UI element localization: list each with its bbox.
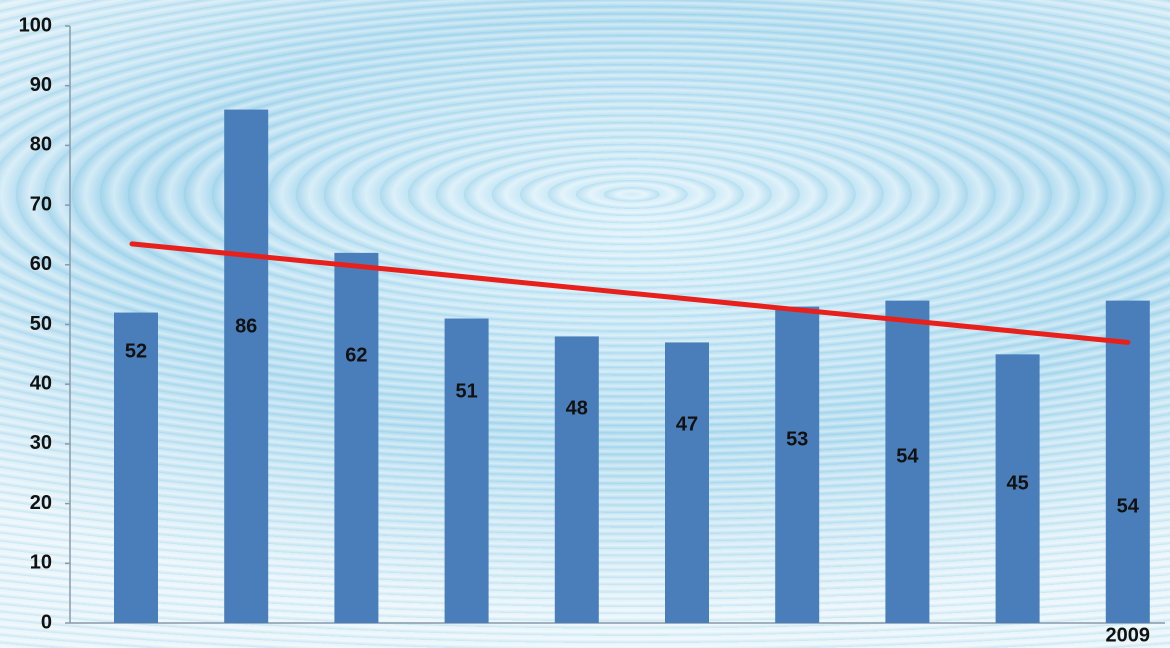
- bar: [114, 312, 158, 623]
- data-label: 51: [455, 380, 477, 402]
- bar: [995, 354, 1040, 623]
- y-tick-label: 80: [30, 134, 52, 156]
- data-label: 62: [345, 344, 367, 366]
- y-tick-label: 50: [30, 313, 52, 335]
- bar: [444, 318, 489, 623]
- y-tick-label: 60: [30, 253, 52, 275]
- y-tick-label: 10: [30, 552, 52, 574]
- data-label: 53: [786, 428, 808, 450]
- bar: [1105, 300, 1150, 623]
- y-tick-label: 100: [19, 14, 52, 36]
- bar: [665, 342, 709, 623]
- data-label: 45: [1006, 472, 1028, 494]
- y-tick-label: 90: [30, 74, 52, 96]
- y-tick-label: 20: [30, 492, 52, 514]
- trend-line: [129, 241, 1131, 345]
- y-tick-label: 30: [30, 432, 52, 454]
- data-label: 86: [235, 315, 257, 337]
- y-tick-label: 40: [30, 372, 52, 394]
- data-label: 47: [676, 413, 698, 435]
- data-label: 54: [896, 445, 919, 467]
- data-label: 48: [566, 397, 588, 419]
- data-label: 54: [1117, 495, 1140, 517]
- bar: [334, 252, 379, 624]
- bar: [885, 300, 930, 623]
- bar: [224, 109, 269, 623]
- bar: [775, 306, 820, 623]
- bar: [554, 336, 599, 623]
- y-tick-label: 0: [41, 611, 52, 633]
- x-tick-label: 2009: [1106, 624, 1151, 646]
- data-label: 52: [125, 340, 147, 362]
- y-tick-label: 70: [30, 193, 52, 215]
